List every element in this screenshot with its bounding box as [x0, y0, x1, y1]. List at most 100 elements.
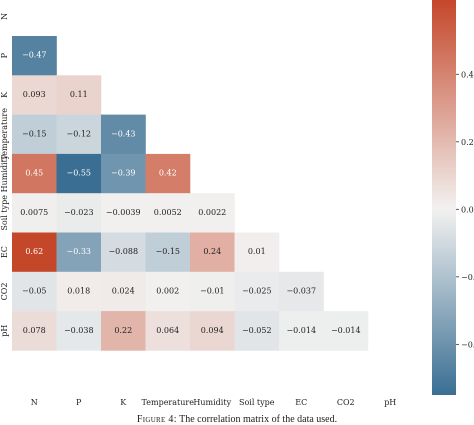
- heatmap-cell: [101, 311, 146, 351]
- cell-value-label: −0.037: [286, 286, 316, 295]
- cell-value-label: −0.15: [22, 129, 47, 138]
- heatmap-cell: [12, 271, 57, 312]
- x-tick-label: P: [76, 398, 82, 407]
- cell-value-label: −0.12: [66, 129, 91, 138]
- y-tick-label: N: [0, 13, 9, 20]
- heatmap-cell: [234, 311, 280, 351]
- x-tick-label: CO2: [337, 398, 355, 407]
- cell-value-label: −0.023: [64, 208, 94, 217]
- heatmap-cell: [101, 153, 146, 194]
- y-tick-label: Humidity: [0, 154, 9, 192]
- cell-value-label: 0.11: [70, 90, 88, 99]
- heatmap-cell: [323, 311, 369, 351]
- colorbar: [432, 0, 456, 395]
- heatmap-cell: [145, 193, 191, 233]
- cell-value-label: −0.038: [64, 326, 94, 335]
- y-tick-label: CO2: [0, 283, 9, 301]
- y-tick-label: Temperature: [0, 108, 9, 161]
- heatmap-cell: [145, 153, 191, 194]
- cell-value-label: −0.39: [111, 169, 136, 178]
- cell-value-label: −0.025: [242, 286, 272, 295]
- colorbar-tick-label: 0.4: [461, 70, 474, 79]
- x-tick-label: Humidity: [193, 398, 231, 407]
- cell-value-label: −0.0039: [106, 208, 141, 217]
- heatmap-cell: [12, 114, 57, 155]
- heatmap-cell: [12, 153, 57, 194]
- heatmap-cell: [56, 232, 102, 273]
- figure-caption: Figure 4: The correlation matrix of the …: [0, 414, 474, 425]
- heatmap-cell: [101, 193, 146, 233]
- cell-value-label: 0.45: [25, 169, 43, 178]
- heatmap-cell: [101, 232, 146, 273]
- x-tick-label: pH: [384, 398, 396, 407]
- y-tick-label: P: [0, 52, 9, 58]
- heatmap-cell: [12, 232, 57, 273]
- cell-value-label: 0.62: [25, 247, 43, 256]
- cell-value-label: 0.064: [156, 326, 179, 335]
- cell-value-label: −0.014: [286, 326, 316, 335]
- cell-value-label: 0.024: [112, 286, 135, 295]
- heatmap-cell: [56, 114, 102, 155]
- heatmap-cell: [190, 271, 235, 312]
- cell-value-label: −0.01: [200, 286, 225, 295]
- cell-value-label: −0.55: [66, 169, 91, 178]
- heatmap-cell: [145, 311, 191, 351]
- heatmap-cell: [56, 271, 102, 312]
- y-tick-label: pH: [0, 325, 9, 337]
- colorbar-tick-label: 0.0: [461, 205, 474, 214]
- cell-value-label: −0.088: [108, 247, 138, 256]
- x-tick-label: Temperature: [142, 398, 195, 407]
- heatmap-cell: [56, 311, 102, 351]
- heatmap-cell: [56, 153, 102, 194]
- heatmap-cell: [145, 271, 191, 312]
- cell-value-label: 0.002: [156, 286, 179, 295]
- heatmap-cell: [190, 311, 235, 351]
- x-tick-label: EC: [295, 398, 307, 407]
- heatmap-cell: [190, 193, 235, 233]
- cell-value-label: −0.052: [242, 326, 272, 335]
- cell-value-label: −0.05: [22, 286, 47, 295]
- heatmap-cell: [56, 193, 102, 233]
- cell-value-label: 0.42: [159, 169, 177, 178]
- colorbar-tick-label: −0.2: [461, 273, 474, 282]
- y-tick-label: K: [0, 91, 9, 98]
- heatmap-cell: [12, 36, 57, 76]
- colorbar-tick-label: 0.2: [461, 138, 474, 147]
- cell-value-label: 0.0052: [154, 208, 182, 217]
- cell-value-label: 0.24: [203, 247, 221, 256]
- x-tick-label: Soil type: [239, 398, 275, 407]
- cell-value-label: 0.0075: [20, 208, 48, 217]
- cell-value-label: −0.33: [66, 247, 91, 256]
- caption-text: The correlation matrix of the data used.: [179, 414, 338, 425]
- cell-value-label: 0.018: [67, 286, 90, 295]
- cell-value-label: −0.014: [331, 326, 361, 335]
- heatmap-cell: [12, 193, 57, 233]
- heatmap-cell: [101, 114, 146, 155]
- cell-value-label: 0.093: [23, 90, 46, 99]
- x-tick-label: N: [31, 398, 38, 407]
- heatmap-cell: [190, 232, 235, 273]
- cell-value-label: −0.15: [155, 247, 180, 256]
- heatmap-cell: [234, 232, 280, 273]
- heatmap-cell: [279, 311, 324, 351]
- cell-value-label: 0.078: [23, 326, 46, 335]
- heatmap-cell: [145, 232, 191, 273]
- y-tick-label: EC: [0, 246, 9, 258]
- cell-value-label: 0.01: [248, 247, 266, 256]
- heatmap-cell: [234, 271, 280, 312]
- heatmap-cell: [56, 75, 102, 115]
- cell-value-label: 0.0022: [198, 208, 226, 217]
- colorbar-tick-label: −0.4: [461, 340, 474, 349]
- cell-value-label: −0.47: [22, 51, 47, 60]
- heatmap-cell: [12, 311, 57, 351]
- cell-value-label: 0.22: [114, 326, 132, 335]
- x-tick-label: K: [120, 398, 127, 407]
- y-tick-label: Soil type: [0, 195, 9, 231]
- heatmap-cell: [279, 271, 324, 312]
- cell-value-label: 0.094: [201, 326, 224, 335]
- heatmap-cell: [101, 271, 146, 312]
- cell-value-label: −0.43: [111, 129, 136, 138]
- figure-label: Figure 4:: [136, 414, 177, 425]
